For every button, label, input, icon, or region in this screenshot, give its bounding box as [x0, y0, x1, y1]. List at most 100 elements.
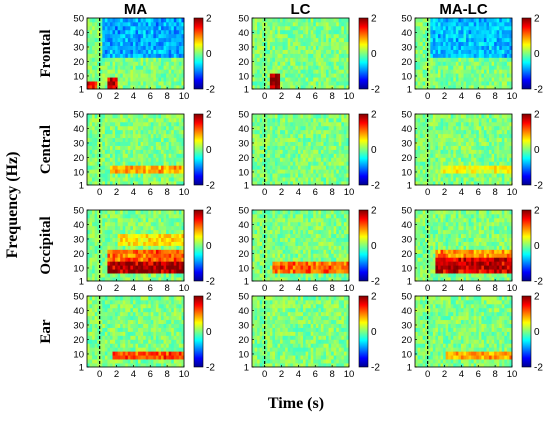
heatmap-cell — [171, 29, 175, 35]
heatmap-cell — [158, 311, 162, 317]
heatmap-cell — [181, 363, 185, 368]
heatmap-cell — [326, 173, 329, 178]
heatmap-cell — [269, 221, 273, 227]
heatmap-cell — [168, 153, 172, 158]
heatmap-cell — [99, 257, 103, 262]
heatmap-cell — [143, 117, 147, 123]
heatmap-cell — [346, 49, 350, 54]
heatmap-cell — [173, 210, 177, 215]
heatmap-cell — [122, 161, 126, 166]
heatmap-cell — [178, 327, 182, 332]
heatmap-cell — [178, 253, 182, 258]
heatmap-cell — [104, 21, 108, 27]
heatmap-cell — [102, 133, 106, 139]
heatmap-cell — [178, 41, 182, 47]
heatmap-cell — [120, 351, 124, 356]
heatmap-cell — [99, 121, 103, 127]
heatmap-cell — [87, 37, 90, 43]
heatmap-cell — [315, 257, 319, 262]
heatmap-cell — [104, 245, 108, 250]
heatmap-cell — [117, 221, 121, 227]
heatmap-cell — [318, 257, 322, 262]
heatmap-cell — [305, 181, 309, 186]
heatmap-cell — [158, 261, 162, 266]
heatmap-cell — [130, 81, 134, 86]
heatmap-cell — [292, 69, 296, 74]
heatmap-cell — [99, 53, 103, 58]
heatmap-cell — [272, 241, 276, 246]
heatmap-cell — [158, 161, 162, 166]
heatmap-cell — [343, 114, 347, 119]
heatmap-cell — [262, 81, 266, 86]
heatmap-cell — [87, 137, 90, 143]
heatmap-cell — [107, 221, 111, 227]
heatmap-cell — [257, 29, 261, 35]
heatmap-cells — [252, 114, 350, 186]
heatmap-cell — [145, 65, 149, 70]
heatmap-cell — [122, 18, 126, 23]
heatmap-cell — [282, 33, 286, 39]
heatmap-cell — [153, 249, 157, 254]
heatmap-cell — [315, 210, 319, 215]
heatmap-cell — [259, 137, 263, 143]
heatmap-cell — [343, 57, 347, 62]
heatmap-cell — [132, 327, 136, 332]
heatmap-cell — [331, 277, 335, 282]
heatmap-cell — [122, 265, 126, 270]
heatmap-cell — [125, 117, 129, 123]
heatmap-cell — [127, 245, 131, 250]
heatmap-cell — [328, 25, 332, 31]
heatmap-cell — [104, 29, 108, 35]
heatmap-cell — [168, 253, 172, 258]
heatmap-cell — [153, 257, 157, 262]
heatmap-cell — [328, 121, 332, 127]
heatmap-cell — [150, 37, 154, 43]
heatmap-cell — [254, 53, 258, 58]
heatmap-cell — [92, 73, 96, 78]
heatmap-cell — [333, 277, 337, 282]
heatmap-cell — [272, 161, 276, 166]
x-tick-label: 8 — [164, 91, 169, 102]
heatmap-cell — [120, 117, 124, 123]
heatmap-cell — [259, 18, 263, 23]
heatmap-cell — [328, 117, 332, 123]
heatmap-cell — [303, 114, 306, 119]
heatmap-cell — [94, 141, 98, 146]
heatmap-cell — [87, 85, 90, 90]
x-tick-label: 2 — [114, 187, 119, 198]
heatmap-cell — [94, 149, 98, 154]
heatmap-cell — [89, 241, 93, 246]
heatmap-cell — [94, 18, 98, 23]
heatmap-cell — [171, 73, 175, 78]
heatmap-cell — [267, 241, 271, 246]
heatmap-cell — [127, 53, 131, 58]
heatmap-cell — [99, 114, 103, 119]
heatmap-cell — [168, 229, 172, 235]
heatmap-cell — [112, 253, 116, 258]
heatmap-cell — [346, 114, 350, 119]
heatmap-cell — [140, 49, 144, 54]
heatmap-cell — [97, 315, 101, 321]
heatmap-cell — [178, 81, 182, 86]
heatmap-cell — [109, 137, 113, 143]
heatmap-cell — [135, 335, 139, 340]
heatmap-cell — [107, 217, 111, 223]
heatmap-cell — [264, 173, 268, 178]
heatmap-cell — [300, 249, 304, 254]
heatmap-cell — [117, 161, 121, 166]
heatmap-cell — [102, 165, 106, 170]
heatmap-cell — [132, 169, 136, 174]
heatmap-cell — [267, 229, 271, 235]
heatmap-cell — [155, 21, 159, 27]
heatmap-cell — [318, 57, 322, 62]
heatmap-cell — [313, 53, 317, 58]
heatmap-cell — [295, 18, 299, 23]
heatmap-cell — [295, 65, 299, 70]
heatmap-cell — [140, 21, 144, 27]
heatmap-cell — [252, 37, 255, 43]
heatmap-cell — [138, 57, 141, 62]
heatmap-cell — [287, 173, 291, 178]
heatmap-cell — [178, 65, 182, 70]
heatmap-cell — [97, 73, 101, 78]
heatmap-cell — [87, 225, 90, 231]
